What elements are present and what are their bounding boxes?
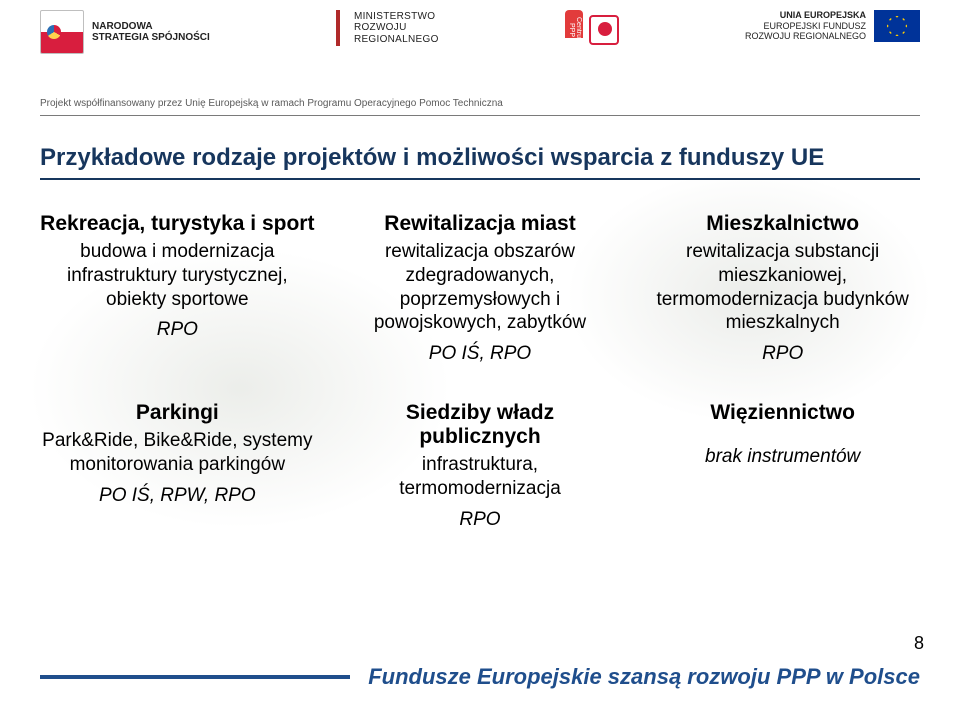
note-r1c1: RPO: [40, 319, 315, 341]
subheader-line: Projekt współfinansowany przez Unię Euro…: [0, 96, 960, 115]
footer: Fundusze Europejskie szansą rozwoju PPP …: [0, 664, 960, 690]
note-r1c2: PO IŚ, RPO: [343, 343, 618, 365]
header-rule: [40, 115, 920, 116]
head-r1c1: Rekreacja, turystyka i sport: [40, 212, 315, 236]
body-r2c1: Park&Ride, Bike&Ride, systemy monitorowa…: [40, 429, 315, 477]
content-grid: Rekreacja, turystyka i sport budowa i mo…: [40, 212, 920, 531]
cell-r1c2: Rewitalizacja miast rewitalizacja obszar…: [343, 212, 618, 365]
body-r2c3: brak instrumentów: [645, 445, 920, 469]
eu-line2: EUROPEJSKI FUNDUSZ: [763, 21, 866, 31]
row-spacer: [40, 375, 315, 391]
eu-text: UNIA EUROPEJSKA EUROPEJSKI FUNDUSZ ROZWO…: [745, 10, 866, 41]
logo-cppp: Centrum PPP: [565, 10, 619, 50]
mrr-line2: ROZWOJU: [354, 22, 407, 33]
cell-r2c3: Więziennictwo brak instrumentów: [645, 401, 920, 531]
eu-line1: UNIA EUROPEJSKA: [780, 10, 866, 20]
body-r1c2: rewitalizacja obszarów zdegradowanych, p…: [343, 240, 618, 335]
row-spacer: [645, 375, 920, 391]
head-r1c2: Rewitalizacja miast: [343, 212, 618, 236]
eu-flag-icon: [874, 10, 920, 42]
cell-r2c1: Parkingi Park&Ride, Bike&Ride, systemy m…: [40, 401, 315, 531]
page-number: 8: [914, 633, 924, 654]
nss-text: NARODOWA STRATEGIA SPÓJNOŚCI: [92, 21, 210, 44]
cell-r1c3: Mieszkalnictwo rewitalizacja substancji …: [645, 212, 920, 365]
cell-r2c2: Siedziby władz publicznych infrastruktur…: [343, 401, 618, 531]
head-r2c3: Więziennictwo: [645, 401, 920, 425]
cppp-logo-icon: [589, 15, 619, 45]
body-r1c1: budowa i modernizacja infrastruktury tur…: [40, 240, 315, 311]
mrr-line1: MINISTERSTWO: [354, 11, 435, 22]
gap: [645, 429, 920, 445]
logo-eu: UNIA EUROPEJSKA EUROPEJSKI FUNDUSZ ROZWO…: [745, 10, 920, 42]
mrr-text: MINISTERSTWO ROZWOJU REGIONALNEGO: [354, 11, 439, 46]
mrr-bar-icon: [336, 10, 340, 46]
note-r2c1: PO IŚ, RPW, RPO: [40, 485, 315, 507]
eu-line3: ROZWOJU REGIONALNEGO: [745, 31, 866, 41]
page-title: Przykładowe rodzaje projektów i możliwoś…: [40, 144, 920, 180]
footer-text: Fundusze Europejskie szansą rozwoju PPP …: [368, 664, 920, 690]
mrr-line3: REGIONALNEGO: [354, 34, 439, 45]
header-logos: NARODOWA STRATEGIA SPÓJNOŚCI MINISTERSTW…: [0, 0, 960, 96]
note-r1c3: RPO: [645, 343, 920, 365]
cell-r1c1: Rekreacja, turystyka i sport budowa i mo…: [40, 212, 315, 365]
logo-mrr: MINISTERSTWO ROZWOJU REGIONALNEGO: [336, 10, 439, 46]
note-r2c2: RPO: [343, 509, 618, 531]
cppp-badge: Centrum PPP: [565, 10, 583, 50]
head-r2c2: Siedziby władz publicznych: [343, 401, 618, 449]
head-r2c1: Parkingi: [40, 401, 315, 425]
nss-line1: NARODOWA: [92, 21, 153, 32]
nss-flag-icon: [40, 10, 84, 54]
body-r2c2: infrastruktura, termomodernizacja: [343, 453, 618, 501]
nss-line2: STRATEGIA SPÓJNOŚCI: [92, 32, 210, 43]
row-spacer: [343, 375, 618, 391]
body-r1c3: rewitalizacja substancji mieszkaniowej, …: [645, 240, 920, 335]
head-r1c3: Mieszkalnictwo: [645, 212, 920, 236]
logo-nss: NARODOWA STRATEGIA SPÓJNOŚCI: [40, 10, 210, 54]
footer-bar: [40, 675, 350, 679]
